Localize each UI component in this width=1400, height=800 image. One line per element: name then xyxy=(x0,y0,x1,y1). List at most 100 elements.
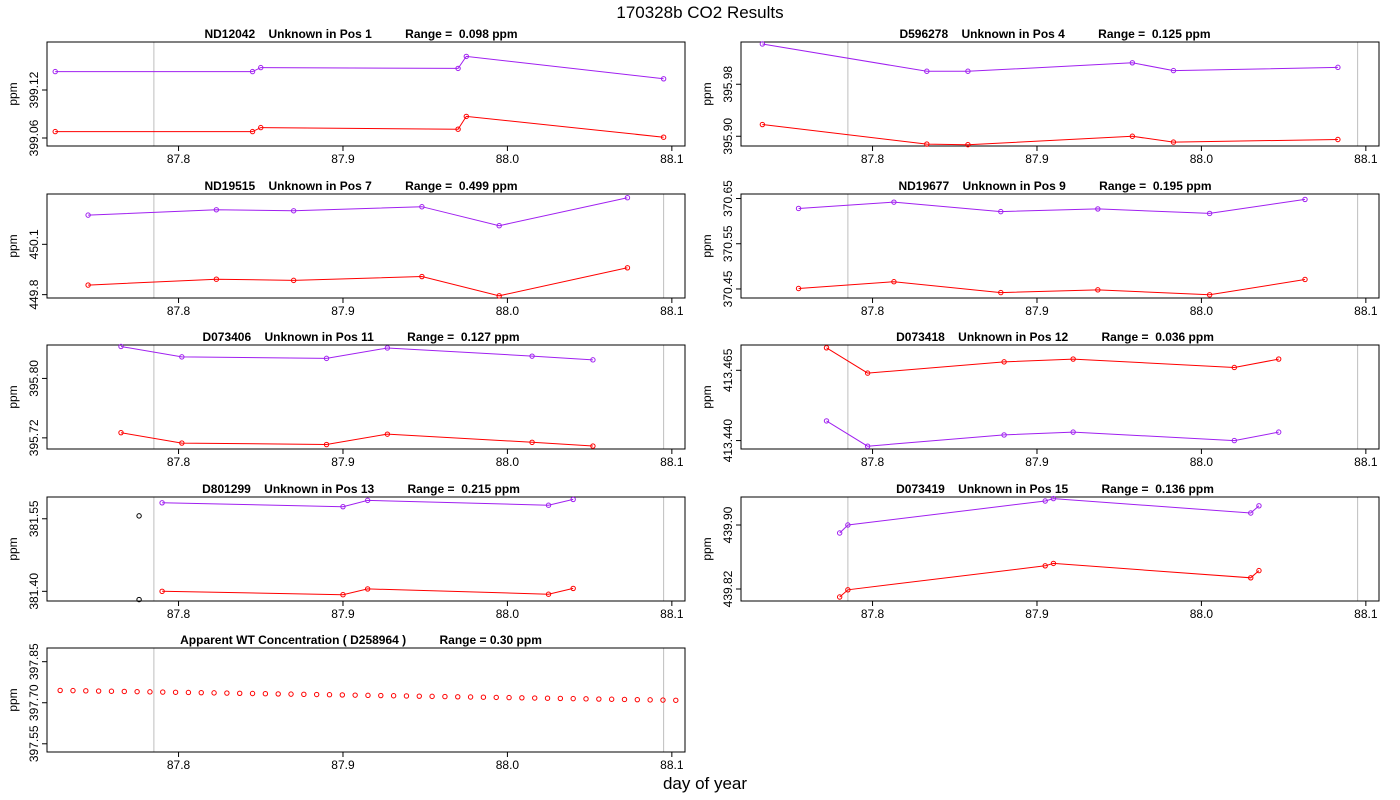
data-point xyxy=(583,696,589,702)
panel-title: ND19515 Unknown in Pos 7 Range = 0.499 p… xyxy=(204,179,517,193)
data-point xyxy=(634,696,641,703)
x-tick-label: 87.8 xyxy=(167,455,191,469)
x-tick-label: 87.8 xyxy=(861,152,885,166)
data-point xyxy=(198,689,204,696)
panel-title: ND19677 Unknown in Pos 9 Range = 0.195 p… xyxy=(898,179,1211,193)
y-tick-label: 370.55 xyxy=(721,225,735,262)
data-point xyxy=(864,443,871,449)
data-point xyxy=(1248,510,1254,516)
data-point xyxy=(570,585,576,592)
x-tick-label: 87.9 xyxy=(1025,455,1049,469)
x-tick-label: 87.8 xyxy=(167,304,191,318)
series-line xyxy=(88,197,628,227)
series-line xyxy=(798,279,1306,296)
y-tick-label: 397.85 xyxy=(27,643,41,680)
data-point xyxy=(134,688,140,695)
data-point xyxy=(463,113,470,120)
data-point xyxy=(118,429,124,436)
data-point xyxy=(1256,503,1262,509)
data-point xyxy=(275,691,281,697)
x-tick-label: 88.0 xyxy=(496,304,520,318)
data-point xyxy=(529,353,535,359)
series-line xyxy=(88,267,628,297)
data-point xyxy=(85,212,91,218)
data-point xyxy=(660,76,667,82)
data-point xyxy=(1335,136,1341,143)
x-tick-label: 87.8 xyxy=(167,607,191,621)
series-line xyxy=(826,420,1279,447)
y-tick-label: 439.82 xyxy=(721,570,735,607)
data-point xyxy=(403,693,410,699)
data-point xyxy=(467,694,474,700)
data-point xyxy=(160,689,166,695)
data-point xyxy=(891,279,897,285)
y-tick-label: 381.55 xyxy=(27,500,41,537)
y-tick-label: 413.465 xyxy=(721,348,735,392)
data-point xyxy=(529,439,535,446)
x-tick-label: 87.8 xyxy=(861,607,885,621)
data-point xyxy=(519,695,525,701)
data-point xyxy=(1302,276,1308,283)
data-point xyxy=(1302,196,1308,203)
data-point xyxy=(340,503,346,510)
data-point xyxy=(384,345,391,351)
data-point xyxy=(1170,67,1177,74)
data-point xyxy=(660,697,666,703)
data-point xyxy=(545,502,552,508)
panel-title: D073406 Unknown in Pos 11 Range = 0.127 … xyxy=(202,330,519,344)
series-WT xyxy=(57,687,679,703)
data-point xyxy=(249,68,256,75)
data-point xyxy=(998,289,1004,296)
data-point xyxy=(759,121,766,128)
x-tick-label: 87.9 xyxy=(331,758,355,772)
data-point xyxy=(506,694,512,701)
data-point xyxy=(647,697,653,703)
data-point xyxy=(823,345,830,351)
y-tick-label: 439.90 xyxy=(721,506,735,543)
y-tick-label: 449.8 xyxy=(27,279,41,309)
data-point xyxy=(965,142,971,148)
data-point xyxy=(118,343,124,350)
data-point xyxy=(262,691,269,697)
data-point xyxy=(891,199,897,205)
data-point xyxy=(624,265,631,271)
panel-title: Apparent WT Concentration ( D258964 ) Ra… xyxy=(180,633,542,647)
x-tick-label: 87.8 xyxy=(861,304,885,318)
data-point xyxy=(621,696,628,703)
series-upper xyxy=(836,495,1262,536)
panel-title: D596278 Unknown in Pos 4 Range = 0.125 p… xyxy=(899,27,1210,41)
data-point xyxy=(326,692,333,698)
series-lower xyxy=(118,429,596,449)
x-tick-label: 87.9 xyxy=(1025,152,1049,166)
data-point xyxy=(570,496,576,503)
series-lower xyxy=(823,345,1282,376)
data-point xyxy=(352,692,358,698)
x-tick-label: 88.1 xyxy=(1354,304,1378,318)
series-line xyxy=(55,115,664,138)
y-axis-label: ppm xyxy=(6,385,20,408)
panel-title: ND12042 Unknown in Pos 1 Range = 0.098 p… xyxy=(204,27,517,41)
y-tick-label: 450.1 xyxy=(27,229,41,259)
data-point xyxy=(845,522,851,528)
y-axis-label: ppm xyxy=(6,537,20,560)
panel-6: D073418 Unknown in Pos 12 Range = 0.036 … xyxy=(700,330,1380,469)
series-line xyxy=(762,124,1338,146)
data-point xyxy=(290,277,297,284)
data-point xyxy=(924,68,930,74)
data-point xyxy=(1070,356,1076,362)
y-axis-label: ppm xyxy=(6,82,20,105)
y-axis-label: ppm xyxy=(700,537,714,560)
y-tick-label: 370.45 xyxy=(721,270,735,307)
data-point xyxy=(455,126,461,132)
data-point xyxy=(313,691,320,698)
data-point xyxy=(1256,567,1262,574)
data-point xyxy=(795,205,802,212)
data-point xyxy=(455,694,461,700)
data-point xyxy=(1042,563,1048,569)
data-point xyxy=(759,41,766,47)
data-point xyxy=(608,696,615,702)
series-line xyxy=(762,43,1338,72)
data-point xyxy=(1070,429,1076,435)
